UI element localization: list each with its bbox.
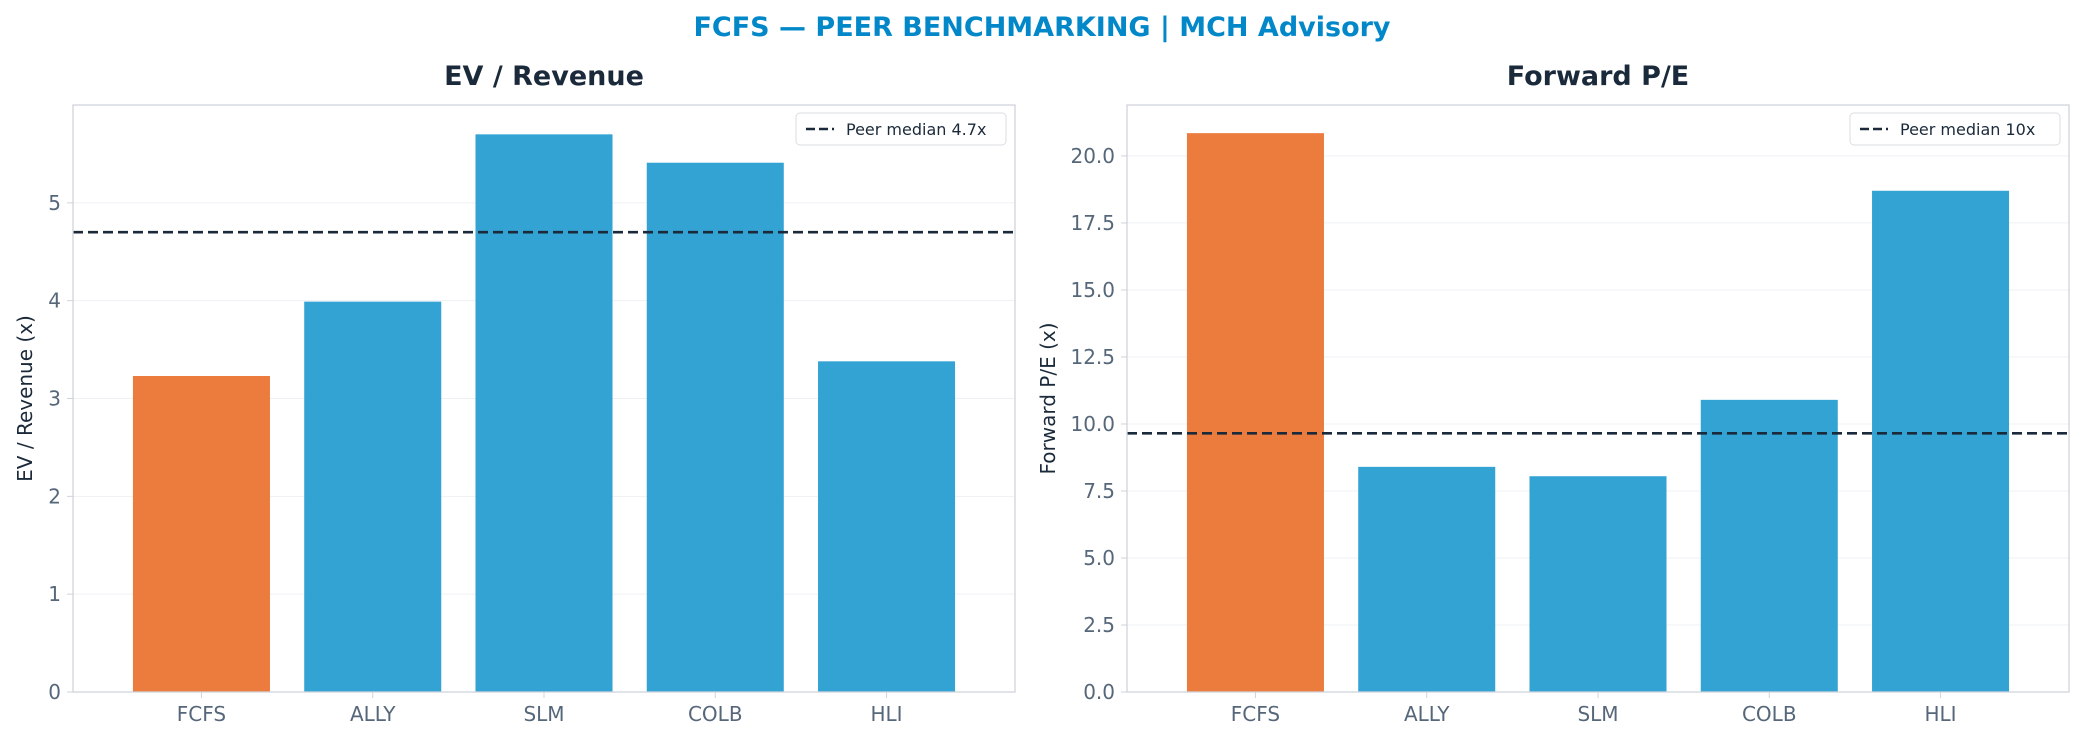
bar-hli	[818, 361, 956, 692]
bar-fcfs	[1186, 133, 1324, 693]
bar-ally	[1358, 466, 1496, 692]
y-tick-label: 10.0	[1070, 412, 1115, 436]
chart-panel-1: FCFS ALLY SLM COLB HLI 0 1 2 3 4 5 EV / Revenue EV /…	[13, 61, 1016, 726]
x-tick-label: FCFS	[177, 702, 226, 726]
y-tick-label: 3	[48, 387, 61, 411]
y-tick-label: 2.5	[1083, 613, 1115, 637]
y-tick-label: 2	[48, 484, 61, 508]
bar-colb	[1700, 399, 1838, 692]
y-tick-label: 15.0	[1070, 278, 1115, 302]
chart-panel-2: FCFS ALLY SLM COLB HLI 0.0 2.5 5.0 7.5 10.0 12.5 15…	[1036, 61, 2070, 726]
legend: Peer median 4.7x	[795, 112, 1007, 146]
y-tick-label: 1	[48, 582, 61, 606]
y-tick-label: 20.0	[1070, 144, 1115, 168]
y-tick-label: 7.5	[1083, 479, 1115, 503]
axes-frame	[72, 104, 1016, 693]
legend-label: Peer median 4.7x	[846, 120, 986, 139]
y-tick-label: 12.5	[1070, 345, 1115, 369]
x-tick-label: HLI	[1924, 702, 1956, 726]
axes-frame	[1126, 104, 2070, 693]
bar-ally	[304, 301, 442, 692]
x-tick-label: COLB	[1742, 702, 1797, 726]
y-axis-label: Forward P/E (x)	[1036, 322, 1060, 474]
legend-label: Peer median 10x	[1900, 120, 2035, 139]
y-tick-label: 0	[48, 680, 61, 704]
legend-box	[795, 112, 1007, 146]
x-tick-label: FCFS	[1231, 702, 1280, 726]
y-tick-label: 5	[48, 191, 61, 215]
figure-title: FCFS — PEER BENCHMARKING | MCH Advisory	[693, 12, 1390, 43]
bar-hli	[1872, 190, 2010, 693]
chart-title: EV / Revenue	[444, 61, 644, 92]
y-tick-label: 17.5	[1070, 211, 1115, 235]
x-tick-label: SLM	[523, 702, 564, 726]
x-tick-label: COLB	[688, 702, 743, 726]
y-tick-label: 0.0	[1083, 680, 1115, 704]
x-tick-label: HLI	[870, 702, 902, 726]
bar-colb	[646, 162, 784, 692]
chart-title: Forward P/E	[1507, 61, 1690, 92]
x-tick-label: ALLY	[1404, 702, 1450, 726]
y-axis-label: EV / Revenue (x)	[13, 315, 37, 482]
bar-slm	[1529, 476, 1667, 692]
y-tick-label: 4	[48, 289, 61, 313]
y-tick-label: 5.0	[1083, 546, 1115, 570]
x-tick-label: ALLY	[350, 702, 396, 726]
bar-slm	[475, 134, 613, 693]
x-tick-label: SLM	[1577, 702, 1618, 726]
bar-fcfs	[132, 375, 270, 692]
legend: Peer median 10x	[1849, 112, 2061, 146]
legend-box	[1849, 112, 2061, 146]
